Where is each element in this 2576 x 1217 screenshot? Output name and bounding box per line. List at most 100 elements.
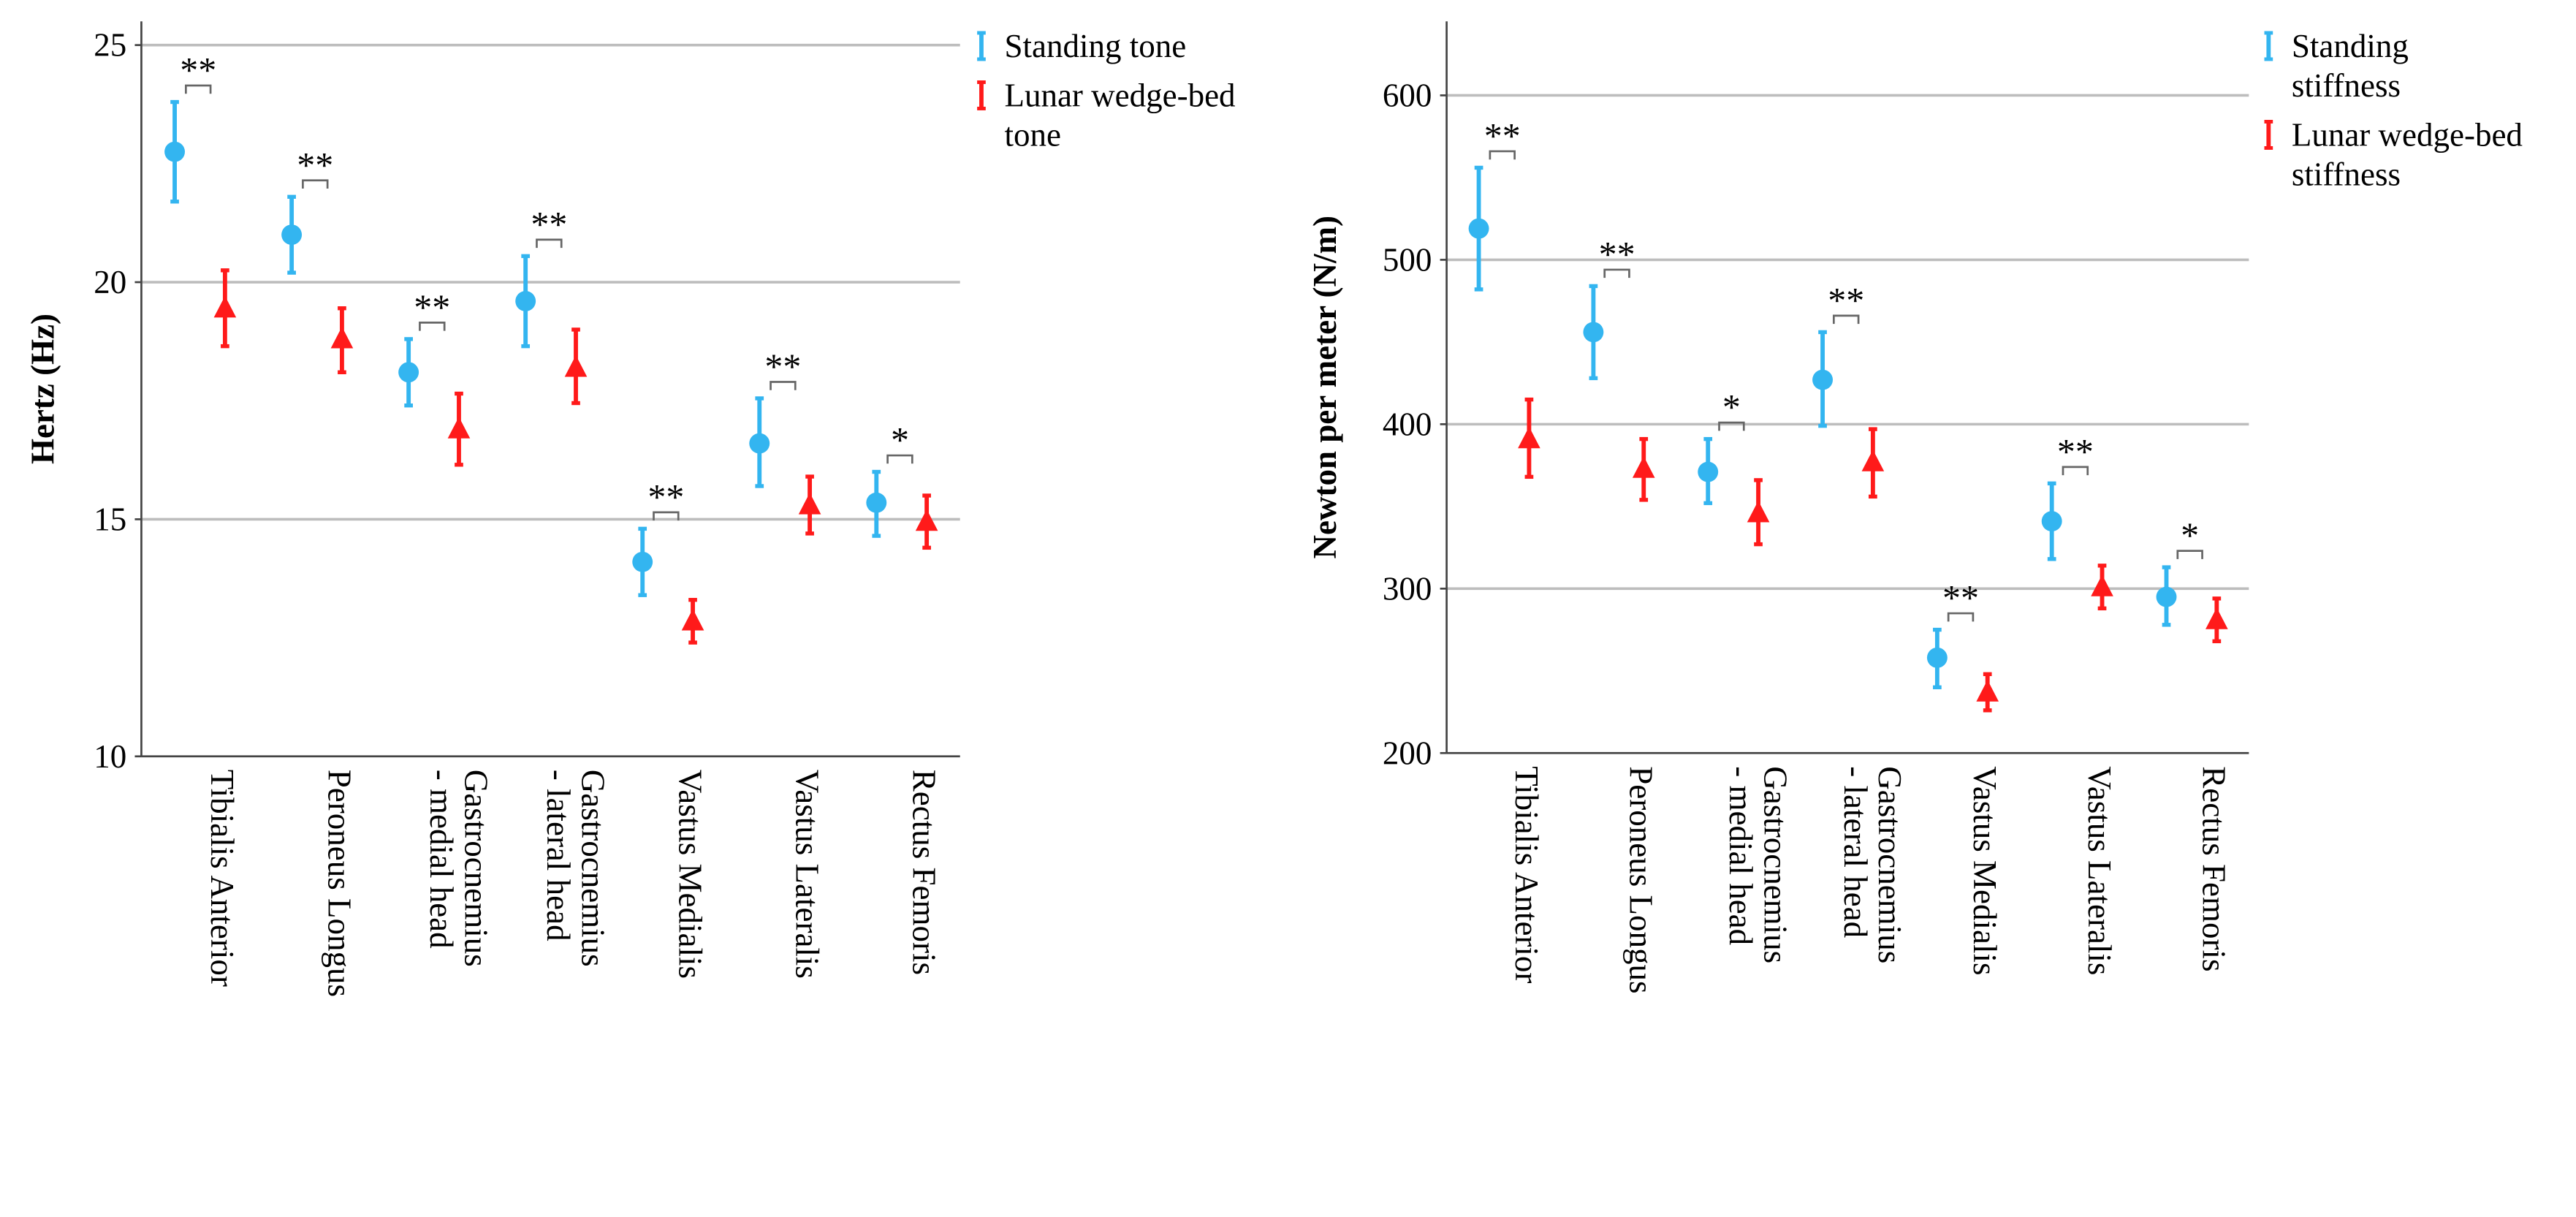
data-point	[164, 99, 186, 204]
mean-marker-triangle	[915, 509, 938, 531]
mean-marker-circle	[1468, 218, 1489, 239]
significance-bracket	[2062, 466, 2089, 476]
significance-label: *	[1722, 387, 1741, 428]
data-point	[330, 306, 354, 375]
data-point	[1583, 284, 1604, 381]
legend-item-standing-tone: Standing tone	[977, 28, 1186, 64]
series-lunar-wedge-bed-stiffness	[1518, 397, 2228, 713]
y-tick-label: 20	[94, 264, 126, 300]
category-label-rectus-femoris: Rectus Femoris	[2196, 766, 2233, 971]
mean-marker-triangle	[681, 609, 704, 631]
category-label-vastus-lateralis: Vastus Lateralis	[2081, 766, 2118, 975]
significance-markers: ************	[1484, 115, 2203, 622]
significance-bracket	[886, 454, 913, 464]
significance-bracket	[419, 322, 446, 331]
data-point	[515, 254, 536, 349]
significance-label: **	[1828, 279, 1864, 320]
data-point	[564, 327, 588, 406]
legend-label: Lunar wedge-bed stiffness	[2292, 116, 2523, 192]
mean-marker-triangle	[1747, 500, 1770, 523]
significance-label: **	[2057, 431, 2094, 471]
y-tick-label: 10	[94, 738, 126, 775]
significance-label: **	[1484, 115, 1521, 156]
data-point	[1698, 436, 1719, 506]
significance-bracket	[536, 238, 563, 249]
data-point	[632, 526, 653, 597]
legend-label: Lunar wedge-bed tone	[1004, 77, 1235, 153]
mean-marker-circle	[1926, 647, 1948, 668]
mean-marker-circle	[2041, 511, 2062, 532]
legend-label: Standing stiffness	[2292, 28, 2409, 104]
significance-bracket	[1603, 268, 1630, 278]
data-point	[866, 469, 887, 538]
y-tick-label: 15	[94, 501, 126, 537]
mean-marker-circle	[281, 224, 303, 246]
mean-marker-circle	[398, 362, 419, 383]
mean-marker-circle	[866, 492, 887, 513]
data-point	[1468, 165, 1489, 292]
category-label-tibialis-anterior: Tibialis Anterior	[1508, 766, 1545, 983]
legend-item-lunar-wedge-bed-stiffness: Lunar wedge-bed stiffness	[2264, 116, 2523, 192]
y-tick-label: 25	[94, 27, 126, 64]
significance-label: *	[2181, 515, 2199, 556]
y-tick-label: 600	[1383, 77, 1432, 113]
mean-marker-triangle	[1632, 456, 1655, 478]
mean-marker-circle	[1812, 369, 1833, 390]
gridlines	[141, 43, 960, 521]
mean-marker-circle	[164, 141, 186, 162]
significance-label: **	[764, 346, 801, 387]
y-axis-label: Hertz (Hz)	[24, 314, 61, 464]
data-point	[915, 493, 938, 550]
data-point	[1926, 627, 1948, 689]
significance-label: **	[647, 476, 684, 517]
mean-marker-triangle	[564, 355, 588, 377]
category-label-rectus-femoris: Rectus Femoris	[905, 770, 942, 975]
significance-label: **	[297, 144, 333, 185]
category-label-gastrocnemius-lateral-head: Gastrocnemius- lateral head	[540, 770, 611, 967]
mean-marker-circle	[749, 433, 770, 454]
category-label-vastus-lateralis: Vastus Lateralis	[789, 770, 825, 979]
data-point	[447, 391, 471, 467]
gridlines	[1446, 94, 2249, 591]
mean-marker-circle	[515, 291, 536, 311]
significance-label: **	[414, 287, 450, 327]
significance-label: **	[1599, 233, 1635, 274]
x-category-labels: Tibialis Anterior Peroneus Longus Gastrocn…	[204, 770, 942, 997]
series-standing-tone	[164, 99, 887, 597]
mean-marker-triangle	[798, 493, 821, 515]
significance-bracket	[185, 84, 212, 94]
data-point	[798, 474, 821, 536]
significance-bracket	[1947, 612, 1975, 622]
x-category-labels: Tibialis Anterior Peroneus Longus Gastrocn…	[1508, 766, 2233, 993]
category-label-gastrocnemius-medial-head: Gastrocnemius- medial head	[423, 770, 494, 967]
mean-marker-circle	[1698, 461, 1719, 482]
category-label-peroneus-longus: Peroneus Longus	[321, 770, 357, 997]
data-point	[2091, 564, 2113, 611]
y-axis-label: Newton per meter (N/m)	[1307, 216, 1343, 558]
data-point	[213, 268, 237, 349]
data-point	[1976, 672, 1999, 713]
significance-label: **	[531, 203, 567, 244]
stiffness-chart-panel: 200 300 400 500 600 Newton per meter (N/m) Tib…	[1307, 21, 2523, 994]
y-tick-label: 400	[1383, 406, 1432, 442]
category-label-gastrocnemius-medial-head: Gastrocnemius- medial head	[1722, 766, 1793, 963]
series-lunar-wedge-bed-tone	[213, 268, 938, 645]
y-tick-label: 300	[1383, 570, 1432, 607]
data-point	[2205, 596, 2228, 644]
mean-marker-circle	[2156, 586, 2177, 607]
mean-marker-circle	[632, 551, 653, 572]
legend-label: Standing tone	[1004, 28, 1186, 64]
mean-marker-triangle	[213, 295, 237, 318]
category-label-tibialis-anterior: Tibialis Anterior	[204, 770, 240, 987]
legend-item-standing-stiffness: Standing stiffness	[2264, 28, 2409, 104]
significance-label: **	[180, 50, 216, 91]
mean-marker-triangle	[2091, 575, 2113, 596]
significance-label: *	[891, 420, 909, 460]
category-label-peroneus-longus: Peroneus Longus	[1623, 766, 1660, 993]
significance-bracket	[302, 179, 329, 189]
data-point	[681, 597, 704, 645]
y-tick-labels: 10 15 20 25	[94, 27, 142, 775]
category-label-vastus-medialis: Vastus Medialis	[1967, 766, 2003, 975]
data-point	[398, 337, 419, 408]
